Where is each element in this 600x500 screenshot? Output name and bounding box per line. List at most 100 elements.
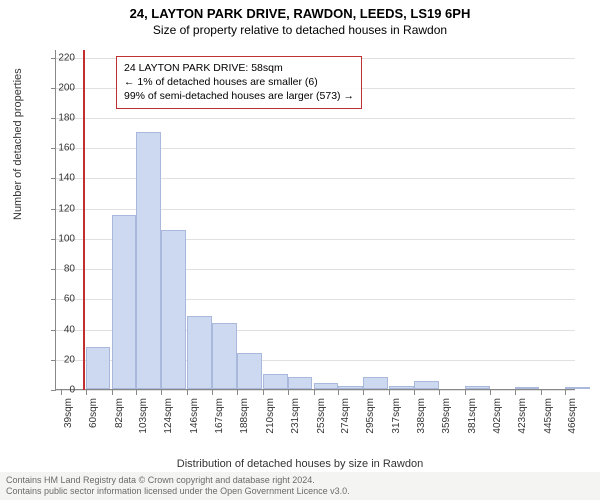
y-tick-label: 40 <box>64 324 75 335</box>
x-tick-label: 381sqm <box>467 398 478 434</box>
y-tick-label: 0 <box>69 385 75 396</box>
x-tick-mark <box>136 390 137 395</box>
x-tick-label: 466sqm <box>567 398 578 434</box>
y-tick-mark <box>51 269 56 270</box>
x-tick-mark <box>338 390 339 395</box>
x-tick-label: 103sqm <box>138 398 149 434</box>
x-tick-label: 167sqm <box>214 398 225 434</box>
histogram-bar <box>465 386 490 389</box>
histogram-bar <box>263 374 288 389</box>
x-tick-mark <box>465 390 466 395</box>
x-tick-mark <box>439 390 440 395</box>
x-tick-mark <box>61 390 62 395</box>
y-tick-mark <box>51 299 56 300</box>
y-tick-label: 200 <box>58 82 75 93</box>
x-tick-label: 359sqm <box>441 398 452 434</box>
x-tick-mark <box>187 390 188 395</box>
x-tick-mark <box>237 390 238 395</box>
y-tick-mark <box>51 148 56 149</box>
x-tick-mark <box>515 390 516 395</box>
y-tick-mark <box>51 390 56 391</box>
y-tick-mark <box>51 58 56 59</box>
plot-area: 24 LAYTON PARK DRIVE: 58sqm← 1% of detac… <box>55 50 575 390</box>
x-tick-mark <box>161 390 162 395</box>
x-tick-mark <box>414 390 415 395</box>
y-tick-label: 120 <box>58 203 75 214</box>
x-tick-mark <box>212 390 213 395</box>
footer-line2: Contains public sector information licen… <box>6 486 594 497</box>
y-tick-label: 60 <box>64 294 75 305</box>
x-tick-label: 445sqm <box>543 398 554 434</box>
x-tick-label: 338sqm <box>416 398 427 434</box>
histogram-bar <box>112 215 137 389</box>
info-box: 24 LAYTON PARK DRIVE: 58sqm← 1% of detac… <box>116 56 362 109</box>
histogram-bar <box>212 323 237 389</box>
gridline <box>56 178 575 179</box>
y-tick-label: 80 <box>64 264 75 275</box>
x-tick-label: 82sqm <box>114 398 125 428</box>
x-tick-mark <box>86 390 87 395</box>
gridline <box>56 390 575 391</box>
y-axis-label: Number of detached properties <box>12 68 24 220</box>
x-tick-label: 231sqm <box>290 398 301 434</box>
histogram-bar <box>515 387 540 389</box>
gridline <box>56 118 575 119</box>
marker-line <box>83 50 85 390</box>
x-tick-label: 423sqm <box>517 398 528 434</box>
x-tick-label: 60sqm <box>88 398 99 428</box>
x-tick-label: 253sqm <box>316 398 327 434</box>
histogram-bar <box>414 381 439 389</box>
y-tick-label: 140 <box>58 173 75 184</box>
histogram-bar <box>161 230 186 389</box>
info-box-line: ← 1% of detached houses are smaller (6) <box>124 75 354 89</box>
y-tick-mark <box>51 88 56 89</box>
histogram-bar <box>363 377 388 389</box>
info-box-line: 24 LAYTON PARK DRIVE: 58sqm <box>124 61 354 75</box>
gridline <box>56 209 575 210</box>
histogram-bar <box>136 132 161 389</box>
x-tick-mark <box>565 390 566 395</box>
x-tick-label: 210sqm <box>265 398 276 434</box>
x-tick-label: 295sqm <box>365 398 376 434</box>
histogram-chart: 24 LAYTON PARK DRIVE: 58sqm← 1% of detac… <box>55 50 575 430</box>
x-tick-label: 317sqm <box>391 398 402 434</box>
x-tick-mark <box>263 390 264 395</box>
histogram-bar <box>389 386 414 389</box>
x-tick-label: 274sqm <box>340 398 351 434</box>
y-tick-mark <box>51 118 56 119</box>
y-tick-label: 220 <box>58 52 75 63</box>
y-tick-mark <box>51 360 56 361</box>
y-tick-mark <box>51 209 56 210</box>
x-tick-mark <box>363 390 364 395</box>
y-tick-label: 20 <box>64 354 75 365</box>
page-title-line2: Size of property relative to detached ho… <box>0 21 600 37</box>
gridline <box>56 148 575 149</box>
x-tick-mark <box>112 390 113 395</box>
y-tick-label: 160 <box>58 143 75 154</box>
x-tick-label: 124sqm <box>163 398 174 434</box>
x-tick-mark <box>389 390 390 395</box>
histogram-bar <box>314 383 339 389</box>
y-tick-mark <box>51 178 56 179</box>
footer-line1: Contains HM Land Registry data © Crown c… <box>6 475 594 486</box>
y-tick-label: 180 <box>58 113 75 124</box>
x-tick-label: 146sqm <box>189 398 200 434</box>
x-tick-mark <box>541 390 542 395</box>
y-tick-mark <box>51 239 56 240</box>
histogram-bar <box>288 377 313 389</box>
x-tick-mark <box>490 390 491 395</box>
x-tick-mark <box>288 390 289 395</box>
histogram-bar <box>565 387 590 389</box>
x-tick-label: 402sqm <box>492 398 503 434</box>
x-axis-label: Distribution of detached houses by size … <box>0 458 600 470</box>
x-tick-mark <box>314 390 315 395</box>
page-title-line1: 24, LAYTON PARK DRIVE, RAWDON, LEEDS, LS… <box>0 0 600 21</box>
info-box-line: 99% of semi-detached houses are larger (… <box>124 89 354 103</box>
footer-attribution: Contains HM Land Registry data © Crown c… <box>0 472 600 500</box>
histogram-bar <box>187 316 212 389</box>
x-tick-label: 39sqm <box>63 398 74 428</box>
x-tick-label: 188sqm <box>239 398 250 434</box>
histogram-bar <box>338 386 363 389</box>
y-tick-label: 100 <box>58 233 75 244</box>
histogram-bar <box>86 347 111 389</box>
